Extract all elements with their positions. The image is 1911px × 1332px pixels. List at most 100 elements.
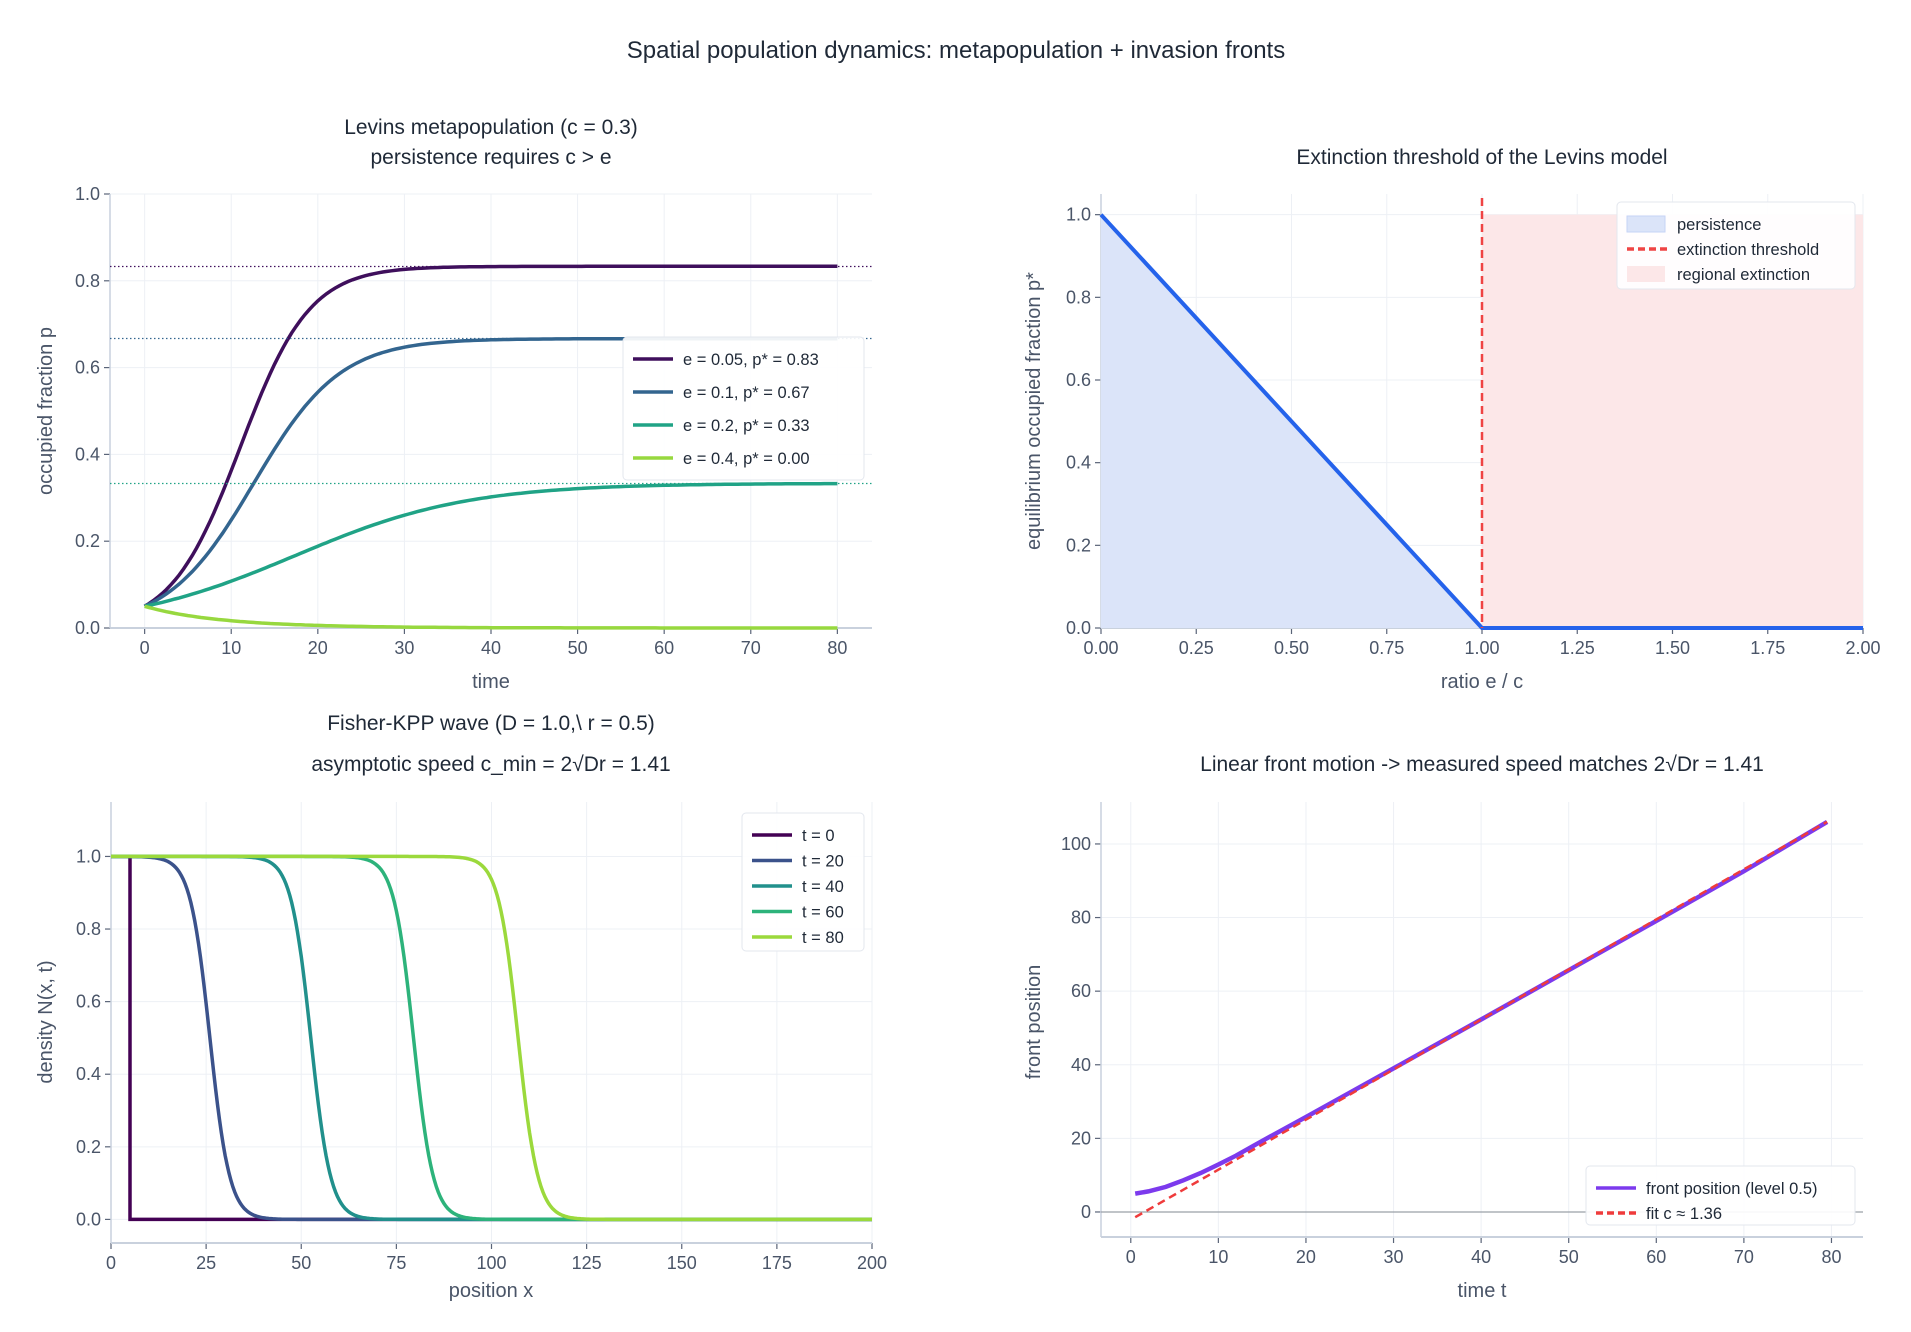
y-tick-label: 0.2 xyxy=(76,1137,101,1157)
x-tick-label: 1.50 xyxy=(1655,638,1690,658)
y-tick-label: 0.2 xyxy=(75,531,100,551)
x-tick-label: 125 xyxy=(572,1253,602,1273)
front-ylabel: front position xyxy=(1023,965,1045,1080)
y-tick-label: 0.0 xyxy=(75,618,100,638)
fisher-xlabel: position x xyxy=(449,1280,534,1302)
levins-title: Levins metapopulation (c = 0.3) xyxy=(344,116,638,139)
x-tick-label: 100 xyxy=(476,1253,506,1273)
legend-label: t = 20 xyxy=(802,853,844,871)
y-tick-label: 0 xyxy=(1081,1202,1091,1222)
y-tick-label: 80 xyxy=(1071,908,1091,928)
threshold-xlabel: ratio e / c xyxy=(1441,671,1523,693)
x-tick-label: 70 xyxy=(741,638,761,658)
threshold-title: Extinction threshold of the Levins model xyxy=(1296,146,1667,169)
legend-label: t = 80 xyxy=(802,929,844,947)
legend-swatch xyxy=(1626,215,1666,233)
y-tick-label: 1.0 xyxy=(1066,205,1091,225)
x-tick-label: 20 xyxy=(308,638,328,658)
legend-box xyxy=(1616,201,1856,290)
legend-label: t = 60 xyxy=(802,904,844,922)
density-profile-t80 xyxy=(111,854,872,1222)
legend-label: e = 0.1, p* = 0.67 xyxy=(683,384,810,402)
x-tick-label: 80 xyxy=(827,638,847,658)
fisher-axes: 0 25 50 75 100 125 150 175 200 0.0 0.2 0.4 0.6 0.8 1.0 xyxy=(76,802,887,1273)
y-tick-label: 0.0 xyxy=(1066,618,1091,638)
x-tick-label: 0.75 xyxy=(1369,638,1404,658)
y-tick-label: 0.8 xyxy=(76,919,101,939)
legend-label: regional extinction xyxy=(1677,266,1810,284)
y-tick-label: 0.0 xyxy=(76,1209,101,1229)
x-tick-label: 1.75 xyxy=(1750,638,1785,658)
x-tick-label: 175 xyxy=(762,1253,792,1273)
y-tick-label: 0.6 xyxy=(76,992,101,1012)
front-title: Linear front motion -> measured speed ma… xyxy=(1200,753,1764,776)
front-axes: 0 10 20 30 40 50 60 70 80 0 20 40 60 80 100 xyxy=(1061,802,1863,1267)
legend: t = 0 t = 20 t = 40 t = 60 t = 80 xyxy=(741,812,865,952)
x-tick-label: 30 xyxy=(394,638,414,658)
x-tick-label: 0 xyxy=(140,638,150,658)
legend-label: e = 0.4, p* = 0.00 xyxy=(683,450,810,468)
y-tick-label: 100 xyxy=(1061,834,1091,854)
legend: e = 0.05, p* = 0.83 e = 0.1, p* = 0.67 e =… xyxy=(622,336,865,481)
y-tick-label: 1.0 xyxy=(76,846,101,866)
x-tick-label: 150 xyxy=(667,1253,697,1273)
series-line-e-0-2 xyxy=(144,481,838,609)
levins-subtitle: persistence requires c > e xyxy=(370,146,611,169)
x-tick-label: 0 xyxy=(106,1253,116,1273)
x-tick-label: 50 xyxy=(291,1253,311,1273)
y-tick-label: 20 xyxy=(1071,1128,1091,1148)
legend: persistence extinction threshold regional … xyxy=(1616,201,1856,290)
legend: front position (level 0.5) fit c ≈ 1.36 xyxy=(1585,1165,1856,1226)
legend-label: t = 40 xyxy=(802,878,844,896)
x-tick-label: 30 xyxy=(1384,1247,1404,1267)
fisher-ylabel: density N(x, t) xyxy=(35,960,57,1083)
x-tick-label: 1.25 xyxy=(1560,638,1595,658)
y-tick-label: 40 xyxy=(1071,1055,1091,1075)
legend-box xyxy=(1585,1165,1856,1226)
y-tick-label: 0.4 xyxy=(1066,453,1091,473)
x-tick-label: 0.00 xyxy=(1083,638,1118,658)
x-tick-label: 40 xyxy=(481,638,501,658)
y-tick-label: 0.4 xyxy=(75,444,100,464)
legend-swatch xyxy=(1627,266,1665,282)
x-tick-label: 2.00 xyxy=(1845,638,1880,658)
fisher-title: Fisher-KPP wave (D = 1.0,\ r = 0.5) xyxy=(327,712,655,735)
x-tick-label: 20 xyxy=(1296,1247,1316,1267)
x-tick-label: 0.50 xyxy=(1274,638,1309,658)
y-tick-label: 0.2 xyxy=(1066,535,1091,555)
x-tick-label: 50 xyxy=(568,638,588,658)
series-line-e-0-05 xyxy=(143,264,838,608)
legend-box xyxy=(622,336,865,481)
x-tick-label: 200 xyxy=(857,1253,887,1273)
y-tick-label: 0.8 xyxy=(1066,287,1091,307)
legend-label: e = 0.2, p* = 0.33 xyxy=(683,417,810,435)
legend-label: front position (level 0.5) xyxy=(1646,1180,1818,1198)
threshold-ylabel: equilibrium occupied fraction p* xyxy=(1023,272,1045,550)
y-tick-label: 1.0 xyxy=(75,184,100,204)
front-xlabel: time t xyxy=(1458,1280,1507,1302)
y-tick-label: 60 xyxy=(1071,981,1091,1001)
y-tick-label: 0.8 xyxy=(75,271,100,291)
x-tick-label: 80 xyxy=(1821,1247,1841,1267)
x-tick-label: 60 xyxy=(654,638,674,658)
series-line-e-0-4 xyxy=(144,604,838,630)
legend-label: persistence xyxy=(1677,216,1761,234)
levins-xlabel: time xyxy=(472,671,510,693)
legend-label: extinction threshold xyxy=(1677,241,1819,259)
x-tick-label: 1.00 xyxy=(1464,638,1499,658)
levins-ylabel: occupied fraction p xyxy=(35,327,57,495)
x-tick-label: 25 xyxy=(196,1253,216,1273)
x-tick-label: 70 xyxy=(1734,1247,1754,1267)
legend-label: fit c ≈ 1.36 xyxy=(1646,1205,1722,1223)
y-tick-label: 0.4 xyxy=(76,1064,101,1084)
y-tick-label: 0.6 xyxy=(75,358,100,378)
legend-label: e = 0.05, p* = 0.83 xyxy=(683,351,819,369)
fisher-subtitle: asymptotic speed c_min = 2√Dr = 1.41 xyxy=(311,753,670,776)
x-tick-label: 0 xyxy=(1126,1247,1136,1267)
x-tick-label: 10 xyxy=(221,638,241,658)
figure-title: Spatial population dynamics: metapopulat… xyxy=(627,37,1285,64)
x-tick-label: 60 xyxy=(1646,1247,1666,1267)
x-tick-label: 10 xyxy=(1208,1247,1228,1267)
fit-line xyxy=(1134,820,1828,1219)
